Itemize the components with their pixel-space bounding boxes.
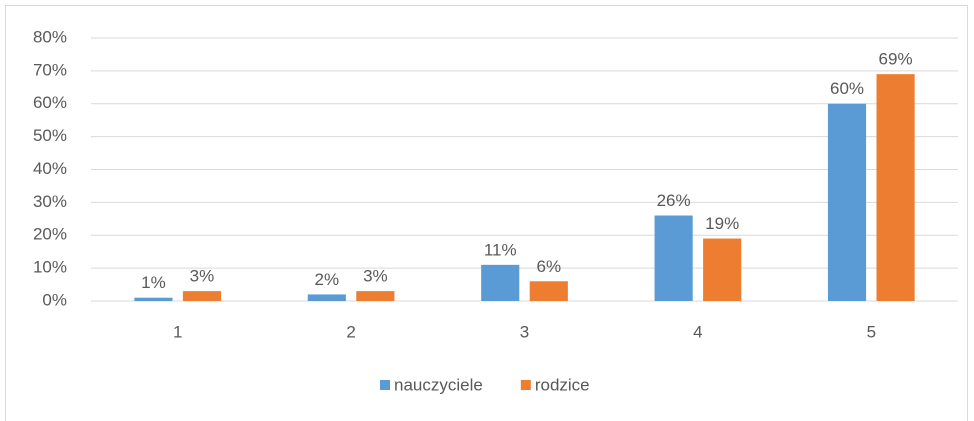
legend-label: nauczyciele — [394, 375, 483, 394]
x-tick-label: 2 — [346, 322, 355, 341]
chart-frame — [5, 5, 968, 421]
legend-swatch — [520, 380, 531, 390]
y-tick-label: 70% — [33, 60, 67, 79]
bar — [481, 264, 520, 301]
value-label: 3% — [190, 267, 215, 286]
bar — [307, 294, 346, 301]
y-tick-label: 40% — [33, 159, 67, 178]
x-tick-label: 3 — [520, 322, 529, 341]
y-tick-label: 30% — [33, 192, 67, 211]
value-label: 69% — [879, 50, 913, 69]
y-tick-label: 10% — [33, 258, 67, 277]
bar — [182, 291, 222, 301]
bar — [703, 238, 742, 301]
y-tick-label: 50% — [33, 126, 67, 145]
legend-label: rodzice — [535, 375, 590, 394]
value-label: 19% — [705, 214, 739, 233]
value-label: 2% — [315, 270, 340, 289]
x-tick-label: 4 — [693, 322, 702, 341]
value-label: 3% — [363, 267, 388, 286]
legend-swatch — [380, 380, 390, 390]
bar — [654, 215, 693, 301]
x-tick-label: 1 — [173, 322, 182, 341]
y-tick-label: 80% — [33, 27, 67, 46]
bar — [876, 74, 915, 301]
y-tick-label: 20% — [33, 225, 67, 244]
y-tick-label: 0% — [42, 290, 67, 309]
value-label: 11% — [484, 240, 517, 259]
y-tick-label: 60% — [33, 93, 67, 112]
value-label: 1% — [141, 273, 166, 292]
value-label: 60% — [830, 79, 864, 98]
bar — [827, 103, 867, 301]
bar — [356, 291, 395, 301]
value-label: 6% — [536, 257, 561, 276]
value-label: 26% — [657, 191, 691, 210]
bar — [134, 297, 173, 301]
bar — [529, 281, 568, 301]
x-tick-label: 5 — [867, 322, 876, 341]
